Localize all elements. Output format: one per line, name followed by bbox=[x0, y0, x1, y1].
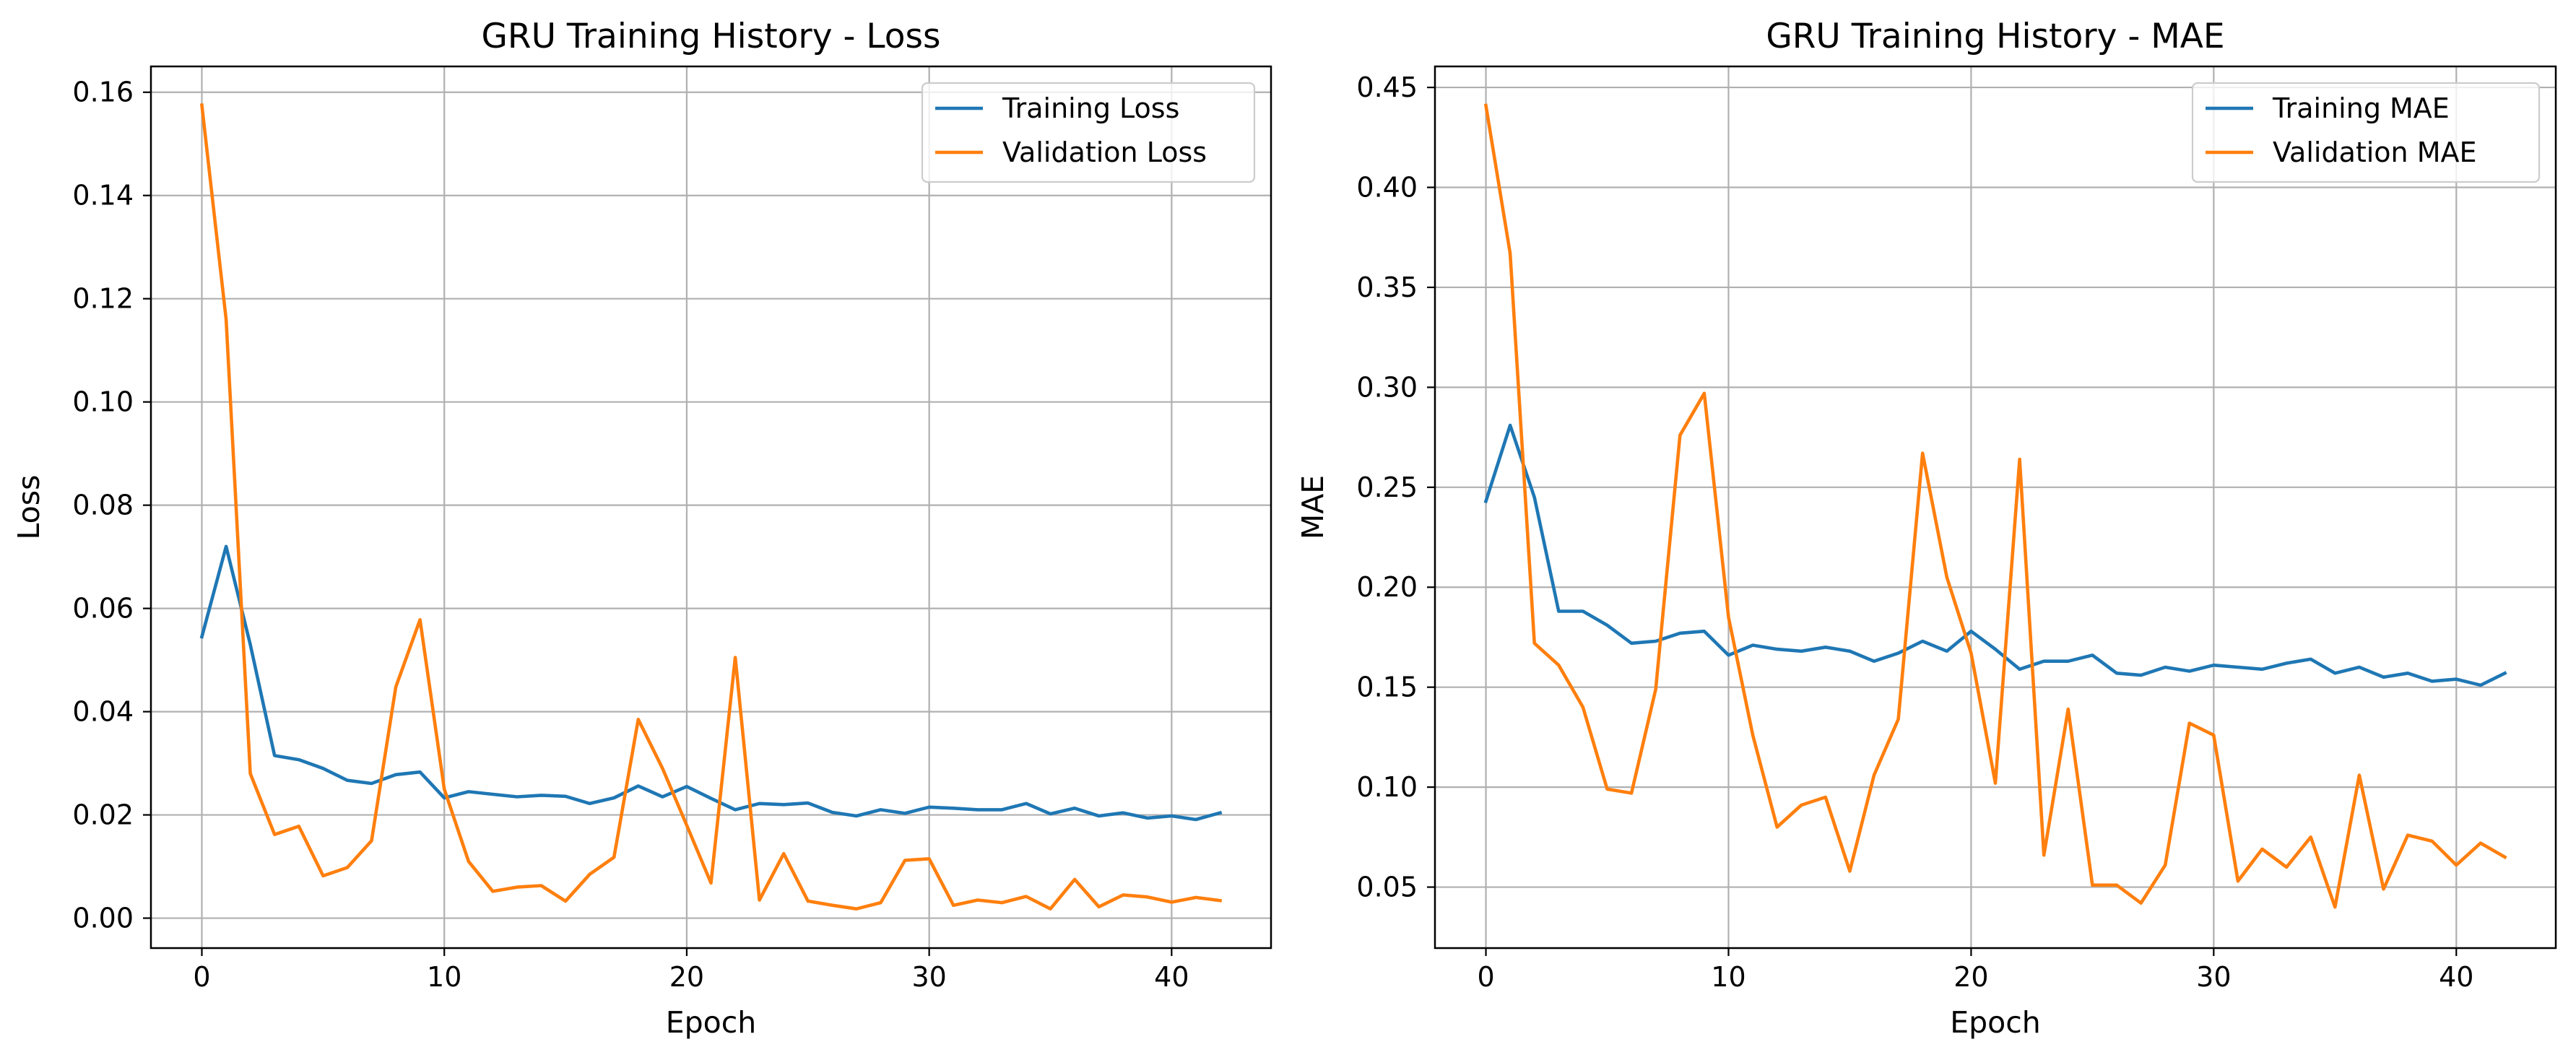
y-tick-label: 0.00 bbox=[72, 903, 134, 934]
legend-label-validation: Validation MAE bbox=[2273, 136, 2477, 168]
legend-box bbox=[921, 82, 1256, 183]
y-tick-label: 0.30 bbox=[1356, 371, 1418, 403]
legend-box bbox=[2191, 82, 2541, 183]
chart-title: GRU Training History - Loss bbox=[482, 17, 941, 56]
x-tick-label: 40 bbox=[2439, 961, 2473, 993]
y-tick-label: 0.05 bbox=[1356, 872, 1418, 903]
series-line-validation bbox=[1483, 103, 2507, 909]
plot-frame bbox=[149, 65, 1272, 950]
x-tick-label: 20 bbox=[1953, 961, 1988, 993]
y-tick-label: 0.10 bbox=[72, 386, 134, 418]
y-tick-label: 0.15 bbox=[1356, 672, 1418, 703]
x-tick-label: 30 bbox=[2196, 961, 2231, 993]
y-tick-label: 0.25 bbox=[1356, 472, 1418, 503]
y-tick-label: 0.10 bbox=[1356, 771, 1418, 803]
y-axis-label: Loss bbox=[12, 475, 46, 540]
y-tick-label: 0.20 bbox=[1356, 571, 1418, 603]
y-tick-label: 0.12 bbox=[72, 283, 134, 315]
y-tick-label: 0.14 bbox=[72, 180, 134, 212]
chart-title: GRU Training History - MAE bbox=[1766, 17, 2224, 56]
legend-label-training: Training MAE bbox=[2272, 92, 2450, 124]
x-axis-label: Epoch bbox=[666, 1005, 757, 1040]
legend-label-validation: Validation Loss bbox=[1002, 136, 1207, 168]
x-tick-label: 10 bbox=[1711, 961, 1745, 993]
y-tick-label: 0.02 bbox=[72, 799, 134, 831]
plot-frame bbox=[1434, 65, 2557, 950]
x-axis-label: Epoch bbox=[1950, 1005, 2041, 1040]
x-tick-label: 0 bbox=[193, 961, 210, 993]
y-tick-label: 0.08 bbox=[72, 490, 134, 521]
y-tick-label: 0.35 bbox=[1356, 271, 1418, 303]
mae-chart: 0 10 20 30 40 0.05 0.10 0.15 0.20 0.25 0.30 0.35 0.4… bbox=[1296, 17, 2557, 1040]
legend: Training MAE Validation MAE bbox=[2191, 82, 2541, 183]
x-tick-label: 30 bbox=[911, 961, 946, 993]
y-tick-label: 0.06 bbox=[72, 593, 134, 625]
y-tick-label: 0.16 bbox=[72, 77, 134, 108]
y-tick-label: 0.40 bbox=[1356, 172, 1418, 204]
legend-label-training: Training Loss bbox=[1002, 92, 1179, 124]
series-line-training bbox=[199, 544, 1223, 822]
y-tick-label: 0.45 bbox=[1356, 71, 1418, 103]
y-axis-label: MAE bbox=[1296, 475, 1330, 539]
x-tick-label: 10 bbox=[427, 961, 461, 993]
x-tick-label: 20 bbox=[669, 961, 704, 993]
series-line-training bbox=[1483, 423, 2507, 687]
x-tick-label: 0 bbox=[1477, 961, 1494, 993]
y-tick-label: 0.04 bbox=[72, 696, 134, 728]
legend: Training Loss Validation Loss bbox=[921, 82, 1256, 183]
loss-chart: 0 10 20 30 40 0.00 0.02 0.04 0.06 0.08 0.10 0.12 0.1… bbox=[12, 17, 1272, 1040]
x-tick-label: 40 bbox=[1154, 961, 1189, 993]
series-line-validation bbox=[199, 103, 1223, 911]
